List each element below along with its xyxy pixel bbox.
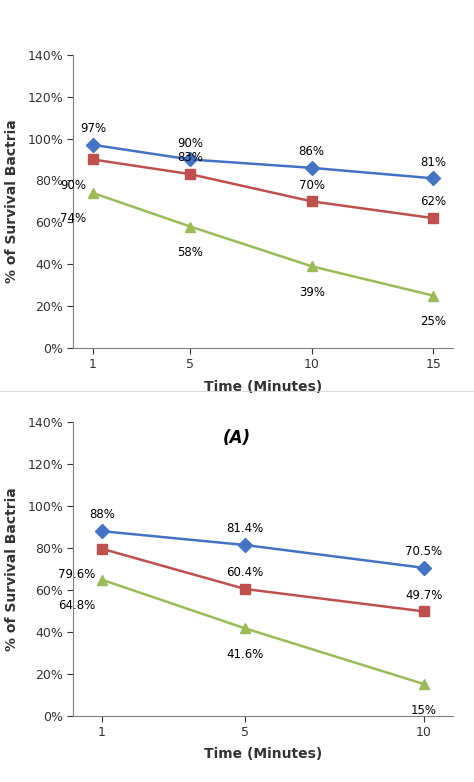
- Y-axis label: % of Survival Bactria: % of Survival Bactria: [5, 487, 19, 651]
- Text: 25%: 25%: [420, 315, 446, 328]
- Text: 62%: 62%: [420, 196, 447, 208]
- Text: 60.4%: 60.4%: [227, 566, 264, 579]
- Text: 64.8%: 64.8%: [58, 599, 96, 612]
- 500 μ: [99, 526, 105, 536]
- 700 μ: [187, 170, 193, 179]
- 500 μ: [90, 140, 96, 149]
- X-axis label: Time (Minutes): Time (Minutes): [204, 380, 322, 394]
- Text: 90%: 90%: [177, 137, 203, 149]
- Text: 41.6%: 41.6%: [227, 647, 264, 661]
- Text: (A): (A): [223, 429, 251, 447]
- Text: 74%: 74%: [60, 213, 87, 225]
- Legend: 500 μ, 700 μ, 1000 μ: 500 μ, 700 μ, 1000 μ: [135, 433, 392, 457]
- Text: 15%: 15%: [411, 704, 437, 716]
- X-axis label: Time (Minutes): Time (Minutes): [204, 748, 322, 762]
- 700 μ: [242, 584, 248, 594]
- 500 μ: [309, 163, 315, 173]
- Text: 97%: 97%: [80, 122, 106, 135]
- 1000 μ: [99, 575, 105, 584]
- Text: 81%: 81%: [420, 156, 446, 169]
- Text: 49.7%: 49.7%: [405, 589, 443, 601]
- Line: 700 μ: 700 μ: [88, 155, 438, 223]
- 700 μ: [430, 213, 436, 223]
- Text: 90%: 90%: [61, 179, 86, 192]
- Line: 500 μ: 500 μ: [97, 526, 429, 572]
- Text: 83%: 83%: [177, 152, 203, 164]
- Y-axis label: % of Survival Bactria: % of Survival Bactria: [5, 120, 19, 283]
- Text: 79.6%: 79.6%: [58, 569, 96, 581]
- 700 μ: [421, 607, 427, 616]
- Text: 88%: 88%: [89, 508, 115, 522]
- Line: 1000 μ: 1000 μ: [88, 188, 438, 300]
- 500 μ: [421, 563, 427, 572]
- 1000 μ: [421, 680, 427, 689]
- Line: 500 μ: 500 μ: [88, 140, 438, 183]
- Line: 700 μ: 700 μ: [97, 544, 429, 616]
- Text: 39%: 39%: [299, 285, 325, 299]
- 500 μ: [430, 174, 436, 183]
- 1000 μ: [430, 291, 436, 300]
- Text: 86%: 86%: [299, 145, 325, 158]
- 700 μ: [99, 544, 105, 554]
- 500 μ: [187, 155, 193, 164]
- 1000 μ: [187, 222, 193, 231]
- 1000 μ: [242, 624, 248, 633]
- Text: 70%: 70%: [299, 178, 325, 192]
- 1000 μ: [309, 262, 315, 271]
- 700 μ: [90, 155, 96, 164]
- Text: 81.4%: 81.4%: [227, 522, 264, 536]
- 700 μ: [309, 196, 315, 206]
- Text: 58%: 58%: [177, 246, 203, 259]
- 1000 μ: [90, 188, 96, 198]
- Line: 1000 μ: 1000 μ: [97, 575, 429, 689]
- 500 μ: [242, 540, 248, 550]
- Text: 70.5%: 70.5%: [405, 545, 443, 558]
